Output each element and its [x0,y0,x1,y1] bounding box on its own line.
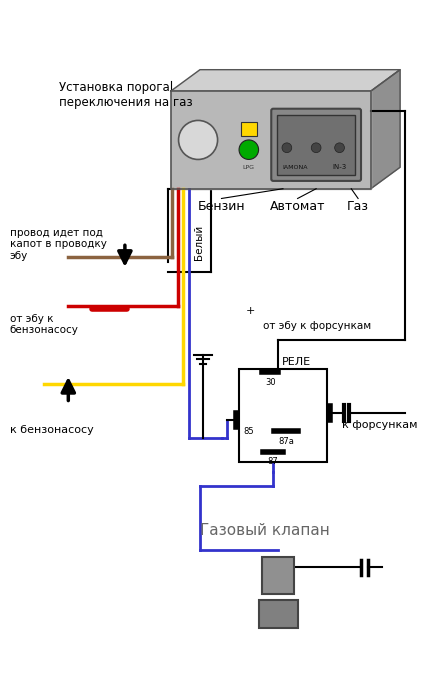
Bar [262,556,294,594]
Text: Газ: Газ [347,200,369,213]
Circle shape [282,143,292,152]
Text: +: + [246,306,255,315]
Text: от эбу к форсункам: от эбу к форсункам [263,322,372,331]
Text: РЕЛЕ: РЕЛЕ [282,357,311,368]
Bar [277,114,355,175]
Circle shape [178,121,218,160]
Text: LPG: LPG [243,165,255,170]
Text: Газовый клапан: Газовый клапан [200,523,330,538]
Text: Установка порога
переключения на газ: Установка порога переключения на газ [58,81,192,110]
Text: 87: 87 [268,458,278,466]
Polygon shape [171,91,371,189]
Text: IAMONA: IAMONA [282,165,307,170]
Text: Автомат: Автомат [270,200,325,213]
Bar [259,600,297,628]
Text: IN-3: IN-3 [333,165,347,170]
Text: 30: 30 [265,378,275,387]
Text: к форсункам: к форсункам [342,420,417,430]
Text: провод идет под
капот в проводку
эбу: провод идет под капот в проводку эбу [10,227,107,261]
Text: Бензин: Бензин [198,200,246,213]
FancyBboxPatch shape [271,109,361,181]
Text: к бензонасосу: к бензонасосу [10,424,94,435]
Text: 85: 85 [243,427,254,436]
Circle shape [335,143,344,152]
Text: 87а: 87а [278,437,294,446]
Bar [241,123,257,136]
Text: от эбу к
бензонасосу: от эбу к бензонасосу [10,313,79,335]
Bar [239,369,327,462]
Polygon shape [171,70,400,91]
Text: Белый: Белый [194,225,204,260]
Circle shape [239,140,259,160]
Polygon shape [371,70,400,189]
Circle shape [311,143,321,152]
